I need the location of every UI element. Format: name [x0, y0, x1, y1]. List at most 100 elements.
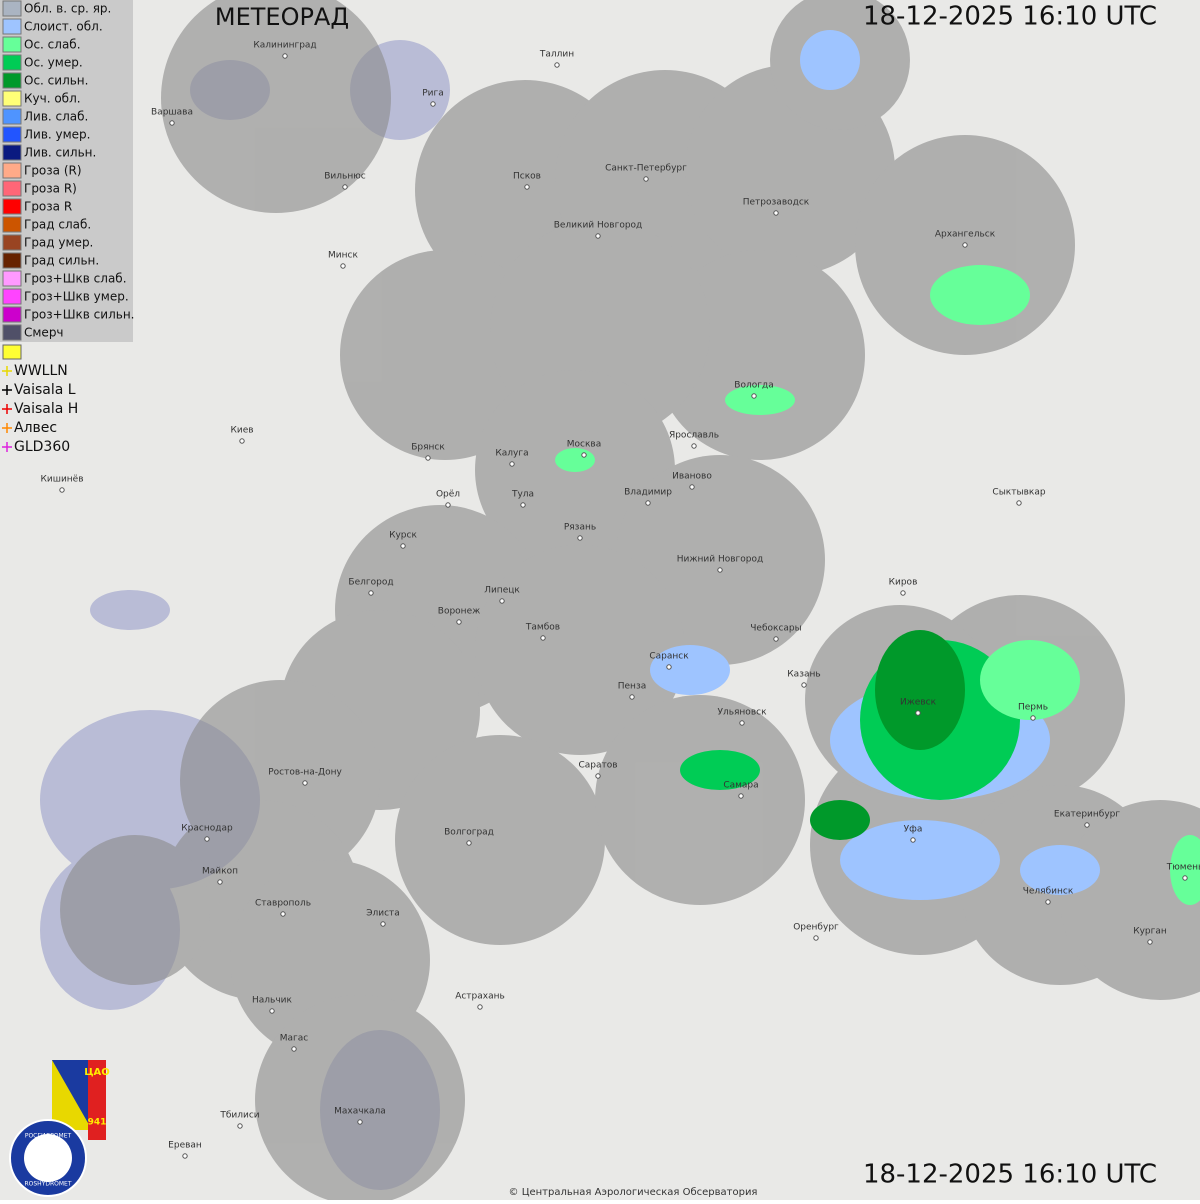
city-label: Минск [328, 251, 358, 261]
legend-swatch [2, 18, 22, 35]
city-dot [801, 682, 807, 688]
city-dot [269, 1008, 275, 1014]
title: МЕТЕОРАД [215, 3, 349, 31]
legend: Обл. в. ср. яр. Слоист. обл. Ос. слаб. Ос. … [2, 0, 134, 341]
city-label: Иваново [672, 472, 712, 482]
city-dot [509, 461, 515, 467]
city-label: Оренбург [793, 923, 839, 933]
legend-swatch [2, 216, 22, 233]
city-label: Белгород [348, 578, 393, 588]
city-label: Тула [511, 490, 534, 500]
city-dot [291, 1046, 297, 1052]
lightning-symbol [2, 385, 12, 395]
timestamp: 18-12-2025 16:10 UTC [863, 1160, 1157, 1190]
legend-label: Обл. в. ср. яр. [24, 2, 111, 16]
lightning-label: Vaisala H [14, 401, 78, 417]
city-label: Кишинёв [40, 475, 83, 485]
city-dot [689, 484, 695, 490]
legend-label: Град слаб. [24, 218, 91, 232]
lightning-symbol [2, 423, 12, 433]
city-label: Махачкала [334, 1107, 386, 1117]
city-dot [280, 911, 286, 917]
lightning-label: Vaisala L [14, 382, 76, 398]
city-label: Ереван [168, 1141, 202, 1151]
city-labels: Калининград Таллин Рига Варшава Вильнюс Псков… [40, 41, 1200, 1159]
city-label: Казань [787, 670, 820, 680]
city-dot [499, 598, 505, 604]
city-dot [380, 921, 386, 927]
city-dot [524, 184, 530, 190]
legend-swatch [2, 288, 22, 305]
city-label: Ижевск [900, 698, 937, 708]
city-label: Челябинск [1023, 887, 1074, 897]
city-dot [691, 443, 697, 449]
legend-swatch [2, 198, 22, 215]
city-dot [445, 502, 451, 508]
city-label: Владимир [624, 488, 672, 498]
city-label: Саратов [578, 761, 617, 771]
city-dot [400, 543, 406, 549]
legend-label: Гроза (R) [24, 164, 82, 178]
city-label: Орёл [436, 490, 460, 500]
logo-number: 941 [88, 1118, 107, 1128]
city-label: Тамбов [525, 623, 560, 633]
city-label: Ростов-на-Дону [268, 768, 342, 778]
legend-swatch [2, 306, 22, 323]
city-dot [430, 101, 436, 107]
city-label: Брянск [411, 443, 445, 453]
city-dot [368, 590, 374, 596]
city-label: Калининград [253, 41, 316, 51]
city-label: Киев [230, 426, 253, 436]
city-dot [910, 837, 916, 843]
legend-swatch [2, 126, 22, 143]
legend-label: Лив. умер. [24, 128, 91, 142]
city-dot [456, 619, 462, 625]
city-dot [738, 793, 744, 799]
city-label: Ярославль [669, 431, 719, 441]
legend-label: Ос. сильн. [24, 74, 88, 88]
city-dot [1182, 875, 1188, 881]
legend-label: Куч. обл. [24, 92, 81, 106]
city-dot [1045, 899, 1051, 905]
legend-label: Гроза R [24, 200, 72, 214]
city-dot [520, 502, 526, 508]
lightning-symbol [2, 442, 12, 452]
city-label: Майкоп [202, 867, 238, 877]
city-dot [915, 710, 921, 716]
legend-label: Лив. слаб. [24, 110, 88, 124]
legend-swatch [2, 144, 22, 161]
legend-label: Град умер. [24, 236, 93, 250]
city-dot [1030, 715, 1036, 721]
legend-swatch [2, 72, 22, 89]
city-label: Тбилиси [219, 1111, 259, 1121]
city-dot [577, 535, 583, 541]
legend-swatch [2, 108, 22, 125]
legend-label: Ос. слаб. [24, 38, 81, 52]
city-dot [466, 840, 472, 846]
city-label: Нижний Новгород [677, 555, 763, 565]
legend-label: Гроз+Шкв слаб. [24, 272, 127, 286]
city-label: Москва [567, 440, 601, 450]
legend-swatch [2, 54, 22, 71]
city-label: Липецк [484, 586, 520, 596]
city-label: Пенза [618, 682, 647, 692]
precipitation [555, 30, 1200, 905]
logo: ЦАО 941 РОСГИДРОМЕТ ROSHYDROMET [9, 1060, 110, 1197]
city-label: Калуга [495, 449, 528, 459]
city-dot [773, 210, 779, 216]
lightning-symbol [2, 366, 12, 376]
city-dot [357, 1119, 363, 1125]
city-label: Санкт-Петербург [605, 164, 687, 174]
city-dot [629, 694, 635, 700]
city-dot [59, 487, 65, 493]
city-dot [717, 567, 723, 573]
legend-swatch [2, 270, 22, 287]
city-label: Саранск [649, 652, 689, 662]
legend-label: Гроз+Шкв сильн. [24, 308, 134, 322]
lightning-legend: WWLLN Vaisala L Vaisala H Алвес GLD360 [2, 363, 78, 455]
city-label: Варшава [151, 108, 193, 118]
city-dot [645, 500, 651, 506]
lightning-icon [2, 344, 22, 360]
city-label: Краснодар [181, 824, 233, 834]
city-dot [342, 184, 348, 190]
